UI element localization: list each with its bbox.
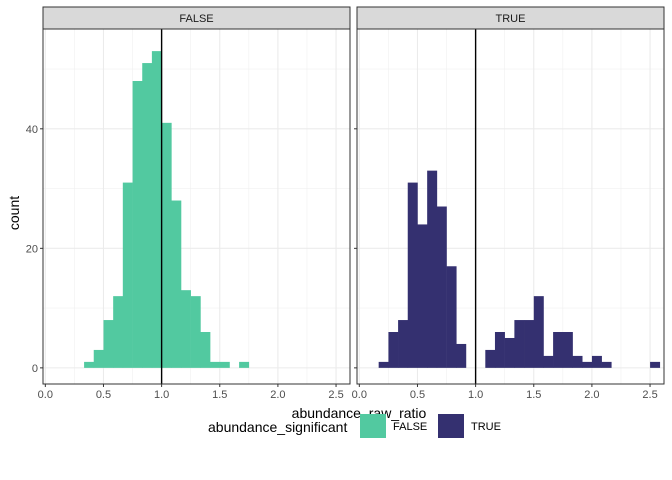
histogram-bar — [446, 266, 457, 368]
histogram-bar — [210, 361, 221, 368]
y-tick-label: 40 — [26, 124, 38, 136]
x-tick-label: 0.5 — [96, 389, 111, 401]
histogram-bar — [514, 320, 525, 368]
histogram-bar — [239, 361, 250, 368]
x-tick-label: 2.0 — [584, 389, 599, 401]
histogram-bar — [180, 290, 191, 368]
legend-label-false: FALSE — [393, 421, 427, 433]
histogram-bar — [142, 63, 153, 368]
x-tick-label: 1.0 — [468, 389, 483, 401]
histogram-bar — [562, 332, 573, 368]
histogram-bar — [84, 361, 95, 368]
histogram-bar — [533, 296, 544, 368]
facet-panel-false: FALSE 0.0 0.5 1.0 1.5 2.0 2.5 0 20 40 — [26, 6, 351, 401]
histogram-bar — [601, 361, 612, 368]
facet-strip-label: FALSE — [179, 13, 213, 25]
x-tick-label: 0.0 — [38, 389, 53, 401]
histogram-bar — [553, 332, 564, 368]
x-tick-label: 0.0 — [352, 389, 367, 401]
legend-title: abundance_significant — [208, 419, 347, 435]
histogram-bar — [200, 332, 211, 368]
histogram-bar — [113, 296, 124, 368]
x-tick-label: 0.5 — [410, 389, 425, 401]
facet-strip-label: TRUE — [496, 13, 526, 25]
histogram-bar — [504, 337, 515, 368]
histogram-bar — [103, 320, 114, 368]
x-tick-label: 2.0 — [270, 389, 285, 401]
histogram-bar — [572, 355, 583, 368]
facets-layer: FALSE 0.0 0.5 1.0 1.5 2.0 2.5 0 20 40 TRUE 0.0 0.5 1.… — [26, 6, 665, 401]
x-tick-label: 1.5 — [212, 389, 227, 401]
histogram-bar — [591, 355, 602, 368]
x-tick-label: 2.5 — [328, 389, 343, 401]
legend-label-true: TRUE — [471, 421, 501, 433]
facet-panel-true: TRUE 0.0 0.5 1.0 1.5 2.0 2.5 — [352, 6, 665, 401]
histogram-bar — [456, 343, 467, 368]
histogram-bar — [388, 332, 399, 368]
histogram-bar — [190, 296, 201, 368]
x-tick-label: 1.0 — [154, 389, 169, 401]
histogram-bar — [378, 361, 389, 368]
panel-border — [42, 28, 351, 385]
histogram-bar — [171, 200, 182, 368]
histogram-bar — [93, 349, 104, 368]
x-tick-label: 2.5 — [642, 389, 657, 401]
histogram-bar — [427, 170, 438, 368]
histogram-bar — [543, 355, 554, 368]
legend-key-true — [438, 414, 464, 438]
y-tick-label: 20 — [26, 243, 38, 255]
histogram-bar — [650, 361, 661, 368]
histogram-bar — [398, 320, 409, 368]
histogram-bar — [132, 80, 143, 368]
y-tick-label: 0 — [32, 363, 38, 375]
histogram-bar — [524, 320, 535, 368]
x-axis-title: abundance_raw_ratio — [292, 405, 427, 421]
histogram-bar — [122, 182, 133, 368]
panel-border — [356, 28, 665, 385]
histogram-bar — [161, 122, 172, 368]
histogram-bar — [582, 361, 593, 368]
histogram-bar — [417, 224, 428, 368]
legend-key-false — [360, 414, 386, 438]
histogram-bar — [407, 182, 418, 368]
histogram-bar — [151, 51, 162, 368]
histogram-bar — [219, 361, 230, 368]
histogram-bar — [485, 349, 496, 368]
histogram-bar — [436, 206, 447, 368]
histogram-bar — [494, 332, 505, 368]
y-axis-title: count — [6, 196, 22, 230]
legend: abundance_significant FALSE TRUE — [208, 414, 501, 438]
x-tick-label: 1.5 — [526, 389, 541, 401]
